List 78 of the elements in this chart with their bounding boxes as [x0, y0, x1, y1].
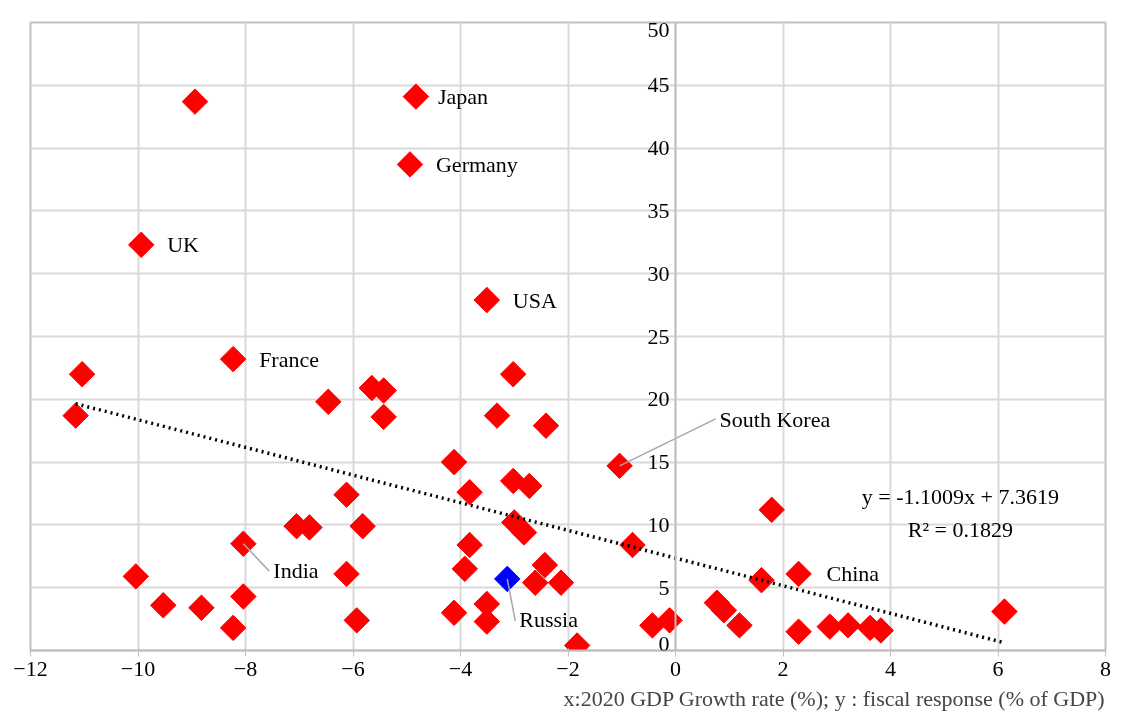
x-tick-label: 4 — [885, 655, 896, 681]
y-tick-label: 35 — [647, 197, 670, 223]
x-tick-label: 8 — [1100, 655, 1111, 681]
annotation: China — [826, 561, 880, 587]
point — [991, 598, 1018, 625]
y-tick-label: 25 — [647, 323, 670, 349]
point — [128, 231, 155, 259]
x-tick-label: −8 — [233, 655, 258, 681]
point — [656, 607, 683, 634]
point — [494, 565, 521, 593]
annotation: France — [259, 346, 319, 372]
point — [181, 88, 209, 115]
point — [62, 402, 89, 429]
x-tick-label: −2 — [556, 655, 580, 681]
annotation: R² = 0.1829 — [907, 516, 1013, 542]
point — [451, 555, 479, 583]
point — [521, 569, 549, 596]
x-tick-label: 2 — [777, 655, 789, 681]
point — [785, 618, 812, 645]
point — [499, 360, 527, 388]
point — [150, 592, 177, 619]
annotation: USA — [512, 287, 557, 313]
point — [68, 360, 96, 388]
y-tick-label: 40 — [647, 135, 670, 161]
point — [230, 583, 257, 610]
x-axis-title: x:2020 GDP Growth rate (%); y : fiscal response (% of GDP) — [563, 685, 1105, 711]
point — [188, 594, 215, 622]
y-tick-label: 15 — [647, 449, 670, 475]
point — [483, 402, 511, 429]
point — [402, 83, 430, 110]
x-tick-label: −10 — [120, 655, 156, 681]
point — [343, 607, 370, 634]
point — [473, 286, 501, 314]
y-tick-label: 5 — [658, 574, 670, 600]
point — [219, 614, 247, 642]
y-tick-label: 10 — [647, 511, 670, 537]
point — [510, 519, 538, 546]
point — [333, 481, 360, 508]
point — [440, 448, 468, 476]
point — [440, 599, 468, 627]
point — [758, 496, 785, 524]
x-tick-label: −6 — [341, 655, 365, 681]
point — [333, 560, 360, 588]
point — [396, 151, 424, 178]
point — [710, 597, 738, 624]
point — [516, 472, 543, 500]
x-tick-label: −12 — [13, 655, 48, 681]
y-tick-label: 50 — [647, 16, 670, 42]
point — [619, 531, 646, 559]
point — [785, 560, 812, 588]
y-tick-label: 20 — [647, 386, 670, 412]
y-tick-label: 30 — [647, 260, 670, 286]
point — [532, 412, 560, 439]
point — [370, 403, 397, 431]
x-tick-label: −4 — [448, 655, 473, 681]
annotation: Germany — [435, 151, 518, 177]
annotation: UK — [167, 232, 200, 258]
annotation: y = -1.1009x + 7.3619 — [861, 484, 1059, 510]
point — [726, 612, 753, 639]
point — [230, 530, 257, 557]
point — [748, 566, 775, 594]
point — [531, 551, 559, 579]
annotation: South Korea — [719, 407, 831, 433]
point — [606, 452, 633, 480]
point — [456, 479, 483, 506]
point — [219, 345, 247, 373]
point — [547, 569, 575, 596]
annotation: India — [273, 558, 319, 584]
y-tick-label: 45 — [647, 72, 670, 98]
x-tick-label: 6 — [992, 655, 1004, 681]
point — [315, 388, 342, 416]
point — [639, 612, 666, 639]
annotation: Russia — [519, 607, 579, 633]
point — [349, 512, 376, 540]
annotation: Japan — [437, 84, 488, 110]
y-tick-label: 0 — [658, 630, 670, 656]
point — [122, 563, 150, 590]
point — [456, 531, 483, 559]
